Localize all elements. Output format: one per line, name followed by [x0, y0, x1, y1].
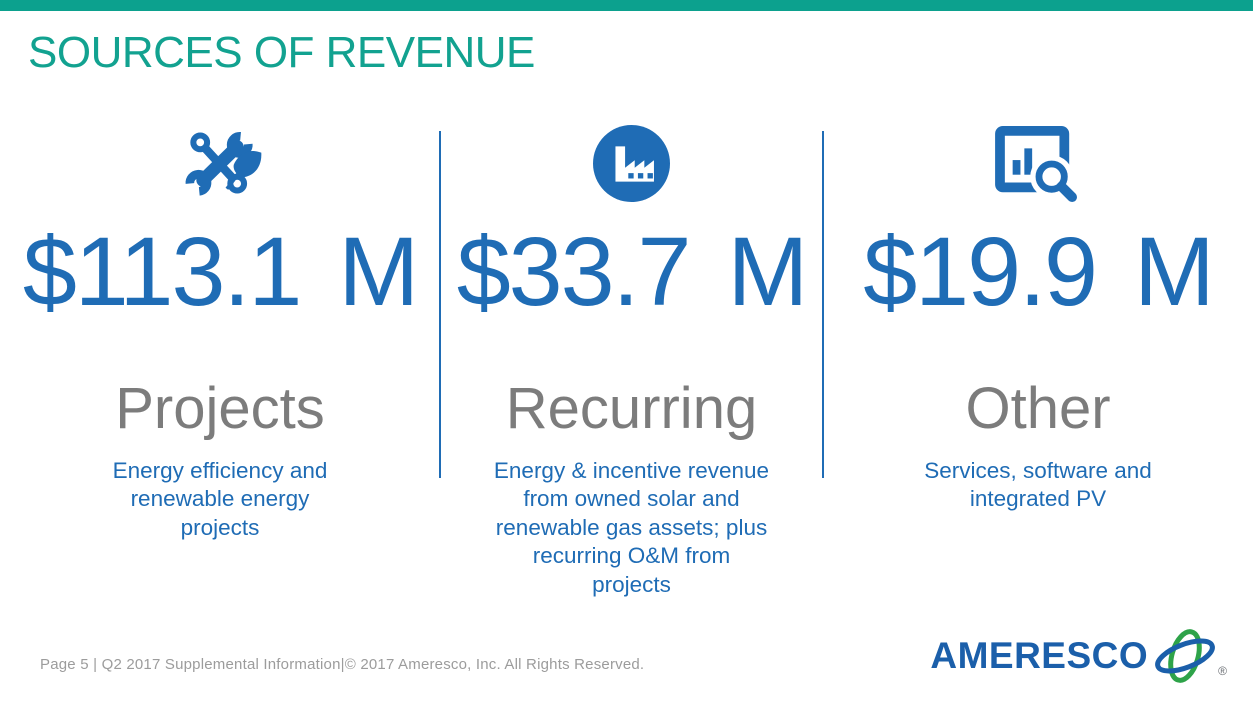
column-divider-right: [822, 131, 824, 478]
column-description: Energy efficiency and renewable energy p…: [112, 457, 328, 540]
revenue-unit: M: [727, 217, 808, 326]
revenue-value-recurring: $33.7 M: [440, 217, 823, 326]
column-other: $19.9 M Other Services, software and inte…: [823, 120, 1253, 599]
factory-icon: [440, 120, 823, 206]
column-label: Recurring: [505, 375, 758, 441]
wrench-leaf-icon-svg: [185, 132, 262, 196]
revenue-value-other: $19.9 M: [823, 217, 1253, 326]
revenue-value-projects: $113.1 M: [0, 217, 440, 326]
ameresco-logo-text: AMERESCO: [930, 635, 1149, 676]
revenue-amount: $19.9: [863, 217, 1098, 326]
revenue-columns: $113.1 M Projects Energy efficiency and r…: [0, 120, 1253, 599]
page-title: SOURCES OF REVENUE: [28, 28, 535, 77]
registered-trademark-symbol: ®: [1218, 664, 1227, 678]
factory-icon-svg: [593, 124, 670, 202]
chart-magnifier-icon-svg: [995, 125, 1077, 202]
chart-magnifier-icon: [823, 120, 1253, 206]
column-description: Services, software and integrated PV: [924, 457, 1152, 512]
ameresco-logo: AMERESCO ®: [930, 626, 1227, 686]
column-projects: $113.1 M Projects Energy efficiency and r…: [0, 120, 440, 599]
column-divider-left: [439, 131, 441, 478]
top-accent-bar: [0, 0, 1253, 11]
footer-copyright: Page 5 | Q2 2017 Supplemental Informatio…: [40, 656, 645, 673]
revenue-unit: M: [1133, 217, 1215, 326]
column-label: Other: [965, 375, 1111, 441]
column-recurring: $33.7 M Recurring Energy & incentive reve…: [440, 120, 823, 599]
column-label: Projects: [115, 375, 325, 441]
revenue-unit: M: [338, 217, 419, 326]
ameresco-orbit-icon: [1155, 629, 1216, 683]
column-description: Energy & incentive revenue from owned so…: [493, 457, 770, 597]
wrench-leaf-icon: [0, 120, 440, 206]
revenue-amount: $113.1: [22, 217, 302, 326]
revenue-amount: $33.7: [456, 217, 692, 326]
